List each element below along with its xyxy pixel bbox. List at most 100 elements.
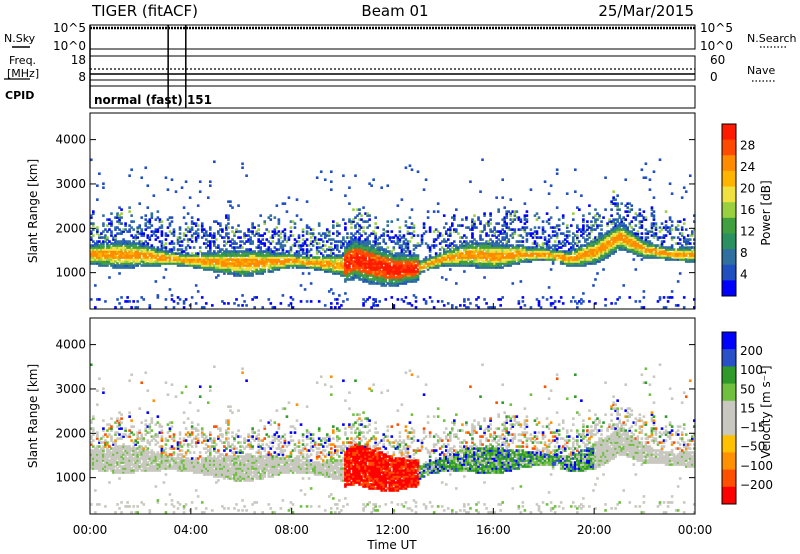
- power-cell: [559, 246, 563, 249]
- power-cell: [392, 284, 396, 287]
- power-cell: [301, 266, 305, 269]
- power-cell: [227, 252, 230, 255]
- power-cell: [311, 262, 315, 265]
- power-cell: [666, 254, 670, 257]
- power-cell: [299, 262, 303, 265]
- power-cell: [231, 242, 234, 245]
- power-cell: [382, 250, 386, 253]
- power-cell: [662, 252, 666, 255]
- power-cell: [176, 262, 180, 265]
- power-cell: [479, 248, 482, 251]
- power-cell: [233, 254, 236, 257]
- power-cell: [614, 198, 617, 201]
- power-cell: [582, 226, 585, 229]
- power-cell: [567, 258, 571, 261]
- power-cell: [495, 230, 498, 233]
- power-cell: [479, 256, 482, 259]
- power-cell: [571, 232, 575, 235]
- power-cell: [144, 218, 148, 221]
- power-cell: [406, 280, 410, 283]
- power-cell: [142, 248, 146, 251]
- power-cell: [366, 240, 369, 243]
- power-cell: [362, 302, 365, 305]
- power-cell: [208, 226, 212, 229]
- power-cell: [422, 226, 426, 229]
- power-cell: [402, 240, 406, 243]
- power-cell: [338, 258, 341, 261]
- power-cell: [678, 256, 682, 259]
- power-cell: [172, 260, 176, 263]
- power-cell: [277, 242, 281, 245]
- power-cell: [543, 180, 547, 183]
- power-cell: [251, 258, 254, 261]
- power-cell: [461, 224, 464, 227]
- power-cell: [662, 254, 666, 257]
- power-cell: [350, 222, 353, 225]
- power-cell: [358, 272, 361, 275]
- power-cell: [491, 234, 494, 237]
- power-cell: [350, 232, 353, 235]
- power-cell: [404, 274, 408, 277]
- power-cell: [295, 264, 299, 267]
- power-cell: [225, 260, 228, 263]
- power-cell: [150, 250, 154, 253]
- power-cell: [346, 244, 349, 247]
- power-cell: [297, 262, 301, 265]
- power-cell: [590, 226, 593, 229]
- power-cell: [204, 246, 208, 249]
- power-cell: [557, 300, 561, 303]
- power-cell: [446, 260, 450, 263]
- power-cell: [374, 276, 377, 279]
- power-cell: [100, 256, 103, 259]
- power-cell: [158, 262, 162, 265]
- velocity-cell: [104, 445, 107, 448]
- velocity-cell: [90, 459, 93, 462]
- power-cell: [267, 258, 271, 261]
- power-cell: [303, 264, 307, 267]
- power-cell: [104, 260, 107, 263]
- power-cell: [392, 266, 396, 269]
- power-cell: [206, 254, 210, 257]
- power-cell: [358, 250, 361, 253]
- power-cell: [178, 228, 182, 231]
- power-cell: [382, 282, 386, 285]
- power-cell: [551, 260, 555, 263]
- power-cell: [616, 244, 619, 247]
- power-cell: [640, 224, 644, 227]
- power-cell: [217, 264, 220, 267]
- power-cell: [358, 266, 361, 269]
- power-cell: [348, 246, 351, 249]
- power-cell: [497, 252, 500, 255]
- power-cell: [463, 260, 466, 263]
- power-cell: [396, 240, 400, 243]
- power-cell: [128, 260, 131, 263]
- power-cell: [231, 252, 234, 255]
- power-cell: [269, 266, 273, 269]
- power-cell: [634, 244, 638, 247]
- power-cell: [481, 266, 484, 269]
- power-cell: [584, 230, 587, 233]
- power-cell: [164, 268, 168, 271]
- power-cell: [483, 248, 486, 251]
- power-cell: [567, 260, 571, 263]
- power-cell: [394, 268, 398, 271]
- power-cell: [370, 306, 373, 309]
- power-cell: [642, 218, 646, 221]
- power-cell: [126, 300, 129, 303]
- power-cell: [660, 242, 664, 245]
- power-cell: [108, 246, 111, 249]
- power-cell: [380, 274, 384, 277]
- power-cell: [574, 168, 577, 172]
- power-cell: [116, 264, 119, 267]
- power-cell: [120, 264, 123, 267]
- power-cell: [211, 256, 214, 259]
- date-label: 25/Mar/2015: [598, 2, 694, 20]
- power-cell: [479, 222, 482, 225]
- power-cell: [404, 250, 408, 253]
- power-cell: [400, 298, 404, 301]
- power-cell: [140, 234, 144, 237]
- power-cell: [285, 250, 289, 253]
- power-cell: [338, 272, 341, 275]
- velocity-cell: [96, 403, 99, 406]
- power-cell: [555, 168, 559, 172]
